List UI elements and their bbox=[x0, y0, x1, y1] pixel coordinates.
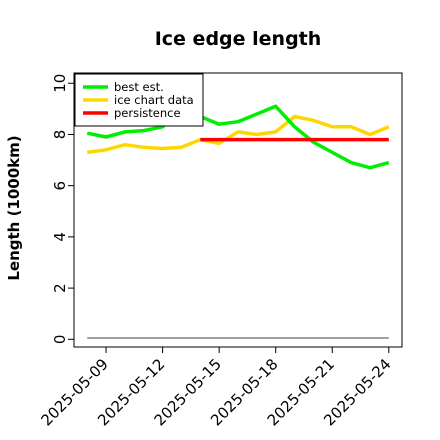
series-line-ice-chart-data bbox=[86, 114, 390, 155]
legend-label: best est. bbox=[114, 80, 164, 94]
y-tick-label: 4 bbox=[51, 232, 69, 242]
series-layer bbox=[86, 104, 390, 339]
legend-label: persistence bbox=[114, 106, 181, 120]
legend-label: ice chart data bbox=[114, 93, 194, 107]
y-tick-label: 10 bbox=[51, 74, 69, 93]
y-axis-label: Length (1000km) bbox=[5, 135, 23, 280]
plot-area bbox=[73, 72, 403, 348]
chart-title: Ice edge length bbox=[155, 28, 322, 50]
series-line-best-est- bbox=[86, 104, 390, 170]
y-tick-label: 2 bbox=[51, 283, 69, 293]
y-tick-label: 0 bbox=[51, 335, 69, 345]
y-tick-label: 8 bbox=[51, 130, 69, 140]
y-tick-label: 6 bbox=[51, 181, 69, 191]
